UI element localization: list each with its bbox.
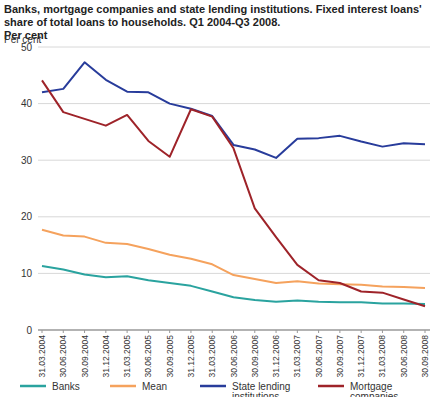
grid-line (38, 216, 430, 217)
x-tick-label: 31.12.2007 (356, 335, 366, 378)
grid-line (38, 160, 430, 161)
grid-line (38, 103, 430, 104)
legend-swatch (318, 385, 344, 388)
series-line (42, 62, 425, 158)
x-tick (127, 330, 128, 333)
x-tick-label: 30.06.2008 (399, 335, 409, 378)
x-tick (276, 330, 277, 333)
y-tick-label: 30 (21, 155, 33, 166)
x-tick (169, 330, 170, 333)
title-line: Banks, mortgage companies and state lend… (4, 3, 422, 15)
legend-label: State lendinginstitutions (232, 381, 290, 397)
legend-swatch (20, 385, 46, 388)
y-tick-label: 50 (21, 42, 33, 53)
x-tick-label: 30.09.2008 (420, 335, 430, 378)
x-tick-label: 31.03.2008 (377, 335, 387, 378)
x-tick-label: 30.06.2005 (143, 335, 153, 378)
x-tick-label: 30.09.2005 (165, 335, 175, 378)
x-tick (190, 330, 191, 333)
x-tick-label: 30.06.2006 (229, 335, 239, 378)
x-tick (339, 330, 340, 333)
x-tick (254, 330, 255, 333)
x-tick-label: 31.12.2004 (101, 335, 111, 378)
x-tick (361, 330, 362, 333)
x-tick (403, 330, 404, 333)
y-tick-label: 40 (21, 98, 33, 109)
grid-line (38, 47, 430, 48)
x-tick (233, 330, 234, 333)
x-tick-label: 30.09.2007 (335, 335, 345, 378)
legend-label: Mortgagecompanies (350, 381, 398, 397)
y-tick-label: 10 (21, 268, 33, 279)
x-tick-label: 31.03.2004 (37, 335, 47, 378)
x-tick-label: 31.03.2006 (207, 335, 217, 378)
chart: Banks, mortgage companies and state lend… (0, 0, 442, 397)
legend-label: Mean (142, 381, 167, 392)
x-tick (212, 330, 213, 333)
x-tick (42, 330, 43, 333)
x-tick-label: 31.03.2005 (122, 335, 132, 378)
title-line: share of total loans to households. Q1 2… (4, 16, 280, 28)
x-tick-label: 30.06.2004 (58, 335, 68, 378)
x-tick (297, 330, 298, 333)
x-tick-label: 30.06.2007 (314, 335, 324, 378)
x-tick (318, 330, 319, 333)
grid-line (38, 273, 430, 274)
legend-label: Banks (52, 381, 80, 392)
series-line (42, 230, 425, 288)
x-tick (148, 330, 149, 333)
x-tick-label: 31.12.2006 (271, 335, 281, 378)
title: Banks, mortgage companies and state lend… (4, 3, 422, 28)
plot-lines (42, 62, 425, 306)
x-tick (63, 330, 64, 333)
x-tick (425, 330, 426, 333)
x-tick (105, 330, 106, 333)
x-tick-label: 30.09.2004 (80, 335, 90, 378)
x-tick (382, 330, 383, 333)
x-tick (84, 330, 85, 333)
y-tick-label: 20 (21, 211, 33, 222)
legend-swatch (200, 385, 226, 388)
x-tick-label: 31.12.2005 (186, 335, 196, 378)
y-tick-label: 0 (26, 325, 32, 336)
series-line (42, 80, 425, 306)
x-tick-label: 30.09.2006 (250, 335, 260, 378)
legend-swatch (110, 385, 136, 388)
x-tick-label: 31.03.2007 (292, 335, 302, 378)
